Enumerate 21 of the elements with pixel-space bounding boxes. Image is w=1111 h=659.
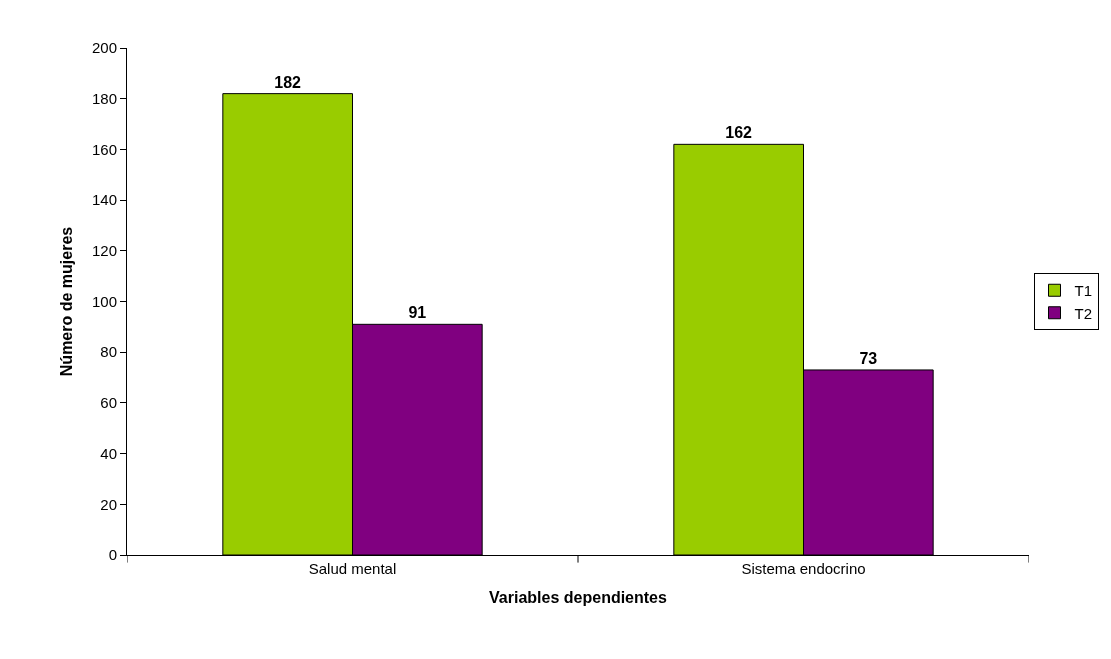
y-tick-label: 120 — [91, 242, 117, 260]
data-label: 73 — [859, 349, 878, 367]
y-axis-title: Número de mujeres — [57, 226, 75, 377]
y-tick-label: 60 — [100, 394, 117, 412]
legend-label: T1 — [1074, 282, 1093, 300]
data-label: 162 — [725, 124, 753, 142]
x-tick-label: Sistema endocrino — [741, 560, 866, 577]
y-tick-label: 20 — [100, 495, 117, 513]
data-label: 91 — [408, 304, 427, 322]
y-tick-label: 180 — [91, 89, 117, 107]
x-tick-label: Salud mental — [308, 560, 397, 577]
y-tick-label: 100 — [91, 292, 117, 310]
y-tick-label: 40 — [100, 444, 117, 462]
x-axis-title: Variables dependientes — [489, 588, 668, 606]
legend-label: T2 — [1074, 304, 1093, 322]
y-tick-label: 80 — [100, 343, 117, 361]
y-tick-label: 160 — [91, 140, 117, 158]
y-tick-label: 200 — [91, 39, 117, 57]
y-tick-label: 0 — [108, 546, 117, 564]
y-tick-label: 140 — [91, 191, 117, 209]
data-label: 182 — [274, 73, 302, 91]
